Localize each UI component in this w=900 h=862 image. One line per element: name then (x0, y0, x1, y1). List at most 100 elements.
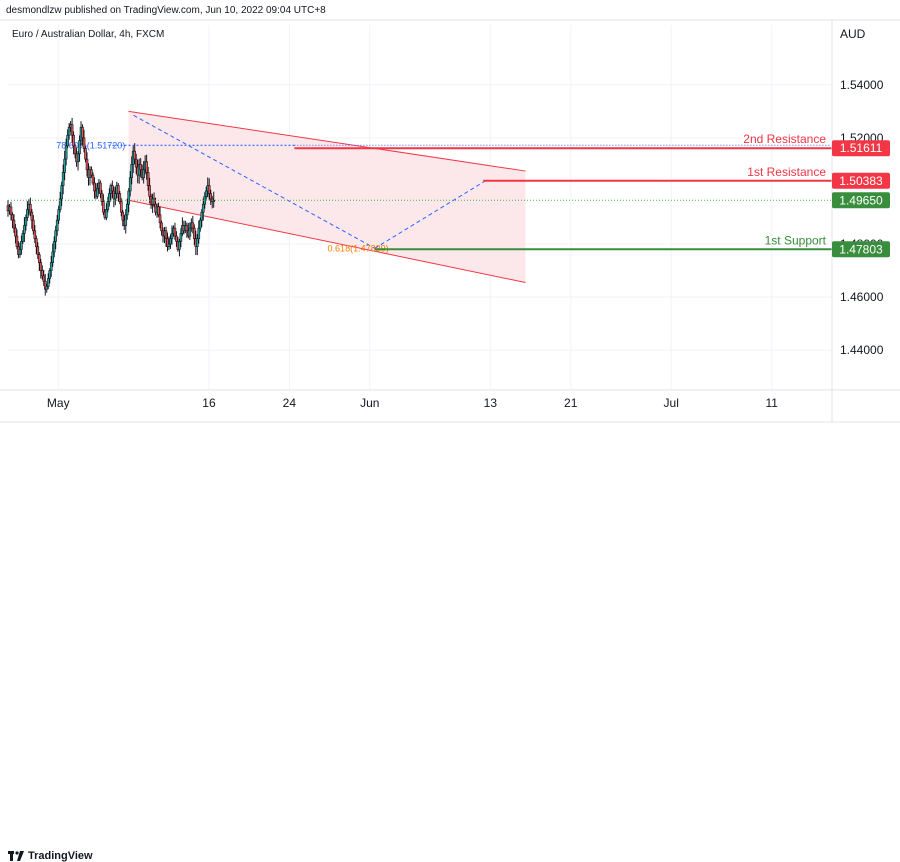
candle-body (170, 233, 174, 240)
footer-bar: TradingView (0, 422, 900, 862)
candle-body (64, 145, 68, 160)
level-price-text: 1.51611 (840, 141, 883, 155)
candle-body (91, 174, 95, 184)
candle-body (24, 217, 28, 226)
price-chart[interactable]: 78.60%(1.51720) 0.618(1.47839) 2nd Resist… (0, 0, 900, 447)
candle-body (26, 209, 29, 218)
candle-body (85, 158, 89, 171)
candle-body (157, 206, 160, 216)
symbol-title: Euro / Australian Dollar, 4h, FXCM (12, 29, 165, 40)
candle-body (42, 275, 46, 282)
tradingview-logo[interactable]: TradingView (8, 850, 93, 862)
y-tick-label: 1.54000 (840, 78, 884, 92)
candle-body (212, 199, 215, 202)
level-price-badge (832, 140, 890, 157)
channel-fill (128, 111, 526, 283)
candle-body (73, 145, 77, 155)
x-tick-label: 13 (484, 396, 498, 410)
candle-body (32, 219, 35, 232)
candle-body (30, 211, 34, 221)
support-resistance-levels: 2nd Resistance 1st Resistance 1st Support (8, 132, 832, 251)
candle-body (76, 153, 80, 163)
candle-body (128, 177, 132, 192)
candle-body (164, 230, 168, 240)
candle-body (139, 164, 142, 171)
tradingview-logo-icon (8, 851, 24, 862)
candle-body (179, 233, 183, 242)
candle-body (185, 225, 189, 232)
candle-body (99, 182, 102, 194)
candle-body (207, 185, 211, 194)
candle-body (33, 230, 37, 240)
candle-body (12, 219, 16, 229)
candle-body (124, 214, 128, 226)
fib-annotations: 78.60%(1.51720) 0.618(1.47839) (56, 114, 486, 253)
fib-786-label: 78.60%(1.51720) (56, 140, 125, 150)
tradingview-brand: TradingView (28, 850, 93, 862)
candle-body (45, 286, 49, 290)
x-tick-label: Jun (360, 396, 379, 410)
candle-body (160, 222, 163, 232)
candle-body (52, 241, 56, 253)
candle-body (38, 254, 41, 263)
x-tick-label: 16 (202, 396, 216, 410)
y-tick-label: 1.46000 (840, 290, 884, 304)
candle-body (127, 190, 131, 205)
candle-body (142, 169, 145, 178)
candle-body (105, 209, 108, 218)
candle-body (133, 150, 136, 160)
candle-body (93, 182, 96, 192)
candle-body (167, 243, 171, 247)
candle-body (119, 201, 123, 213)
level-price-text: 1.50383 (839, 174, 883, 188)
channel-lower-line (128, 199, 526, 284)
candle-body (193, 227, 196, 240)
current-price-badge (832, 192, 890, 209)
candle-body (49, 262, 53, 271)
candle-body (9, 206, 13, 216)
level-name-label: 1st Support (765, 233, 827, 247)
candle-body (117, 185, 120, 194)
candle-body (197, 227, 201, 240)
candle-body (18, 249, 22, 255)
candle-body (15, 235, 19, 247)
publisher-text: desmondlzw published on TradingView.com,… (6, 5, 326, 16)
candle-body (57, 209, 60, 221)
candle-body (145, 161, 148, 173)
candle-body (20, 241, 23, 250)
y-tick-label: 1.44000 (840, 343, 884, 357)
candle-body (72, 134, 75, 147)
candle-body (201, 203, 205, 213)
candle-body (152, 198, 156, 205)
candle-body (61, 172, 65, 186)
candle-body (114, 193, 117, 200)
level-price-badge (832, 172, 890, 189)
candle-body (196, 238, 199, 247)
candle-body (191, 222, 195, 229)
candle-body (81, 126, 84, 139)
candle-body (23, 225, 26, 234)
candle-body (175, 235, 178, 242)
candle-body (203, 195, 207, 205)
candle-body (198, 219, 202, 229)
x-tick-label: 24 (283, 396, 297, 410)
fib-618-label: 0.618(1.47839) (328, 243, 389, 253)
currency-label: AUD (840, 27, 866, 41)
candle-body (200, 211, 204, 221)
candle-body (46, 278, 50, 287)
channel-upper-line (128, 110, 526, 172)
candle-body (169, 238, 172, 245)
candle-body (118, 193, 122, 202)
candle-body (209, 193, 213, 200)
level-name-label: 1st Resistance (747, 165, 826, 179)
candle-body (48, 270, 52, 279)
candle-body (14, 227, 17, 237)
fib-extension-line (374, 180, 486, 249)
fib-retrace-line (133, 114, 376, 249)
x-tick-label: Jul (664, 396, 679, 410)
candle-body (66, 134, 69, 147)
level-price-badge (832, 241, 890, 258)
candle-body (35, 238, 38, 247)
candle-body (63, 158, 66, 173)
candle-body (60, 185, 63, 200)
